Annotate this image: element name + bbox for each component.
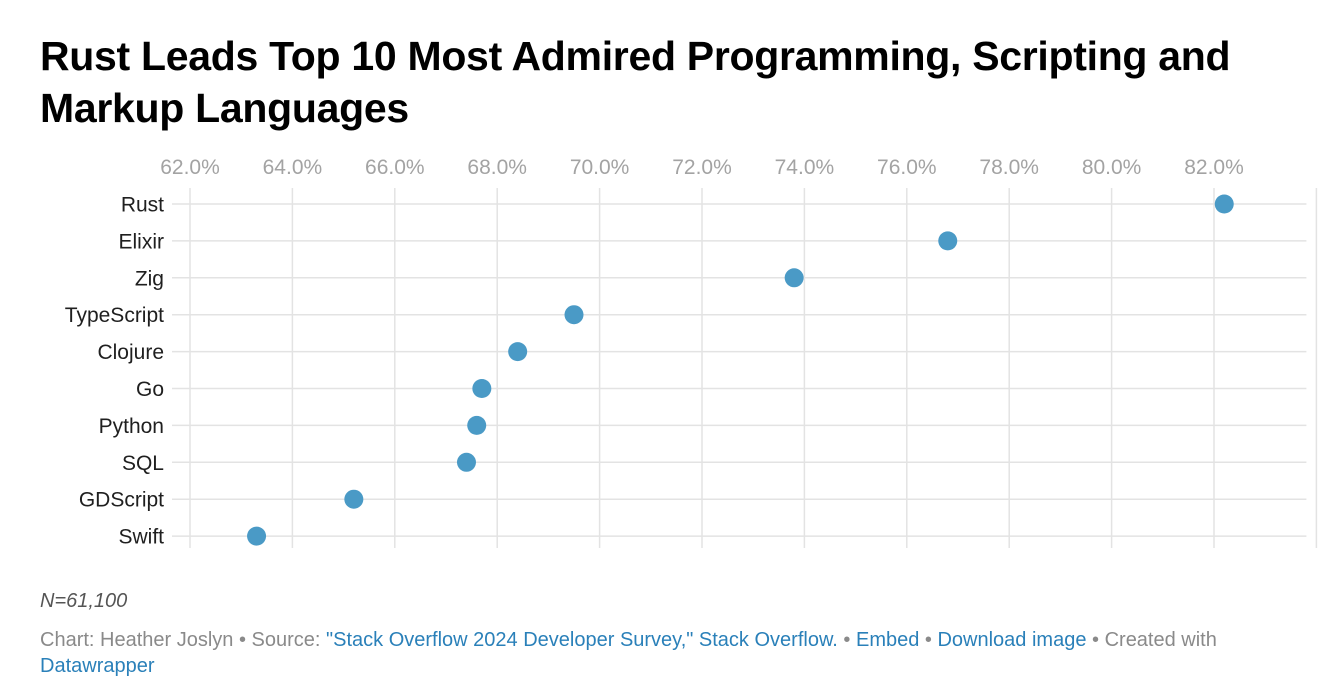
data-point <box>344 489 364 509</box>
x-tick-label: 74.0% <box>775 156 835 179</box>
separator: • <box>837 629 856 651</box>
x-tick-label: 72.0% <box>672 156 732 179</box>
source-link[interactable]: "Stack Overflow 2024 Developer Survey," … <box>326 629 838 651</box>
download-image-link[interactable]: Download image <box>937 629 1087 651</box>
data-point <box>784 268 804 288</box>
x-axis-ticks: 62.0% 64.0% 66.0% 68.0% 70.0% 72.0% 74.0% 76.0%… <box>160 156 1244 179</box>
data-points <box>247 194 1234 546</box>
category-label: SQL <box>122 452 164 475</box>
y-axis-categories: Rust Elixir Zig TypeScript Clojure Go Python SQ… <box>65 194 164 549</box>
embed-link[interactable]: Embed <box>855 629 920 651</box>
byline: Chart: Heather Joslyn <box>40 629 234 651</box>
data-point <box>508 342 528 362</box>
category-label: Clojure <box>97 341 164 364</box>
data-point <box>467 415 487 435</box>
datawrapper-link[interactable]: Datawrapper <box>40 655 155 677</box>
x-tick-label: 70.0% <box>570 156 630 179</box>
x-tick-label: 82.0% <box>1184 156 1244 179</box>
category-label: Rust <box>121 194 164 217</box>
created-with-text: • Created with <box>1086 629 1217 651</box>
category-label: TypeScript <box>65 304 164 327</box>
data-point <box>472 379 492 398</box>
category-label: Go <box>136 378 164 401</box>
chart-footer: Chart: Heather Joslyn • Source: "Stack O… <box>40 627 1320 679</box>
grid-lines <box>172 188 1318 548</box>
chart-notes: N=61,100 <box>40 590 128 612</box>
data-point <box>1214 194 1234 214</box>
source-prefix: • Source: <box>233 629 327 651</box>
x-tick-label: 62.0% <box>160 156 220 179</box>
category-label: GDScript <box>79 489 164 512</box>
dot-plot: 62.0% 64.0% 66.0% 68.0% 70.0% 72.0% 74.0% 76.0%… <box>65 156 1318 549</box>
x-tick-label: 64.0% <box>263 156 323 179</box>
x-tick-label: 78.0% <box>979 156 1039 179</box>
x-tick-label: 66.0% <box>365 156 425 179</box>
category-label: Zig <box>135 267 164 290</box>
data-point <box>564 305 584 325</box>
x-tick-label: 68.0% <box>467 156 527 179</box>
data-point <box>938 231 958 251</box>
x-tick-label: 80.0% <box>1082 156 1142 179</box>
data-point <box>247 526 267 546</box>
data-point <box>456 452 476 472</box>
chart-title: Rust Leads Top 10 Most Admired Programmi… <box>40 33 1231 131</box>
separator: • <box>919 629 938 651</box>
category-label: Swift <box>118 526 164 549</box>
category-label: Python <box>99 415 164 438</box>
x-tick-label: 76.0% <box>877 156 937 179</box>
category-label: Elixir <box>119 230 165 253</box>
